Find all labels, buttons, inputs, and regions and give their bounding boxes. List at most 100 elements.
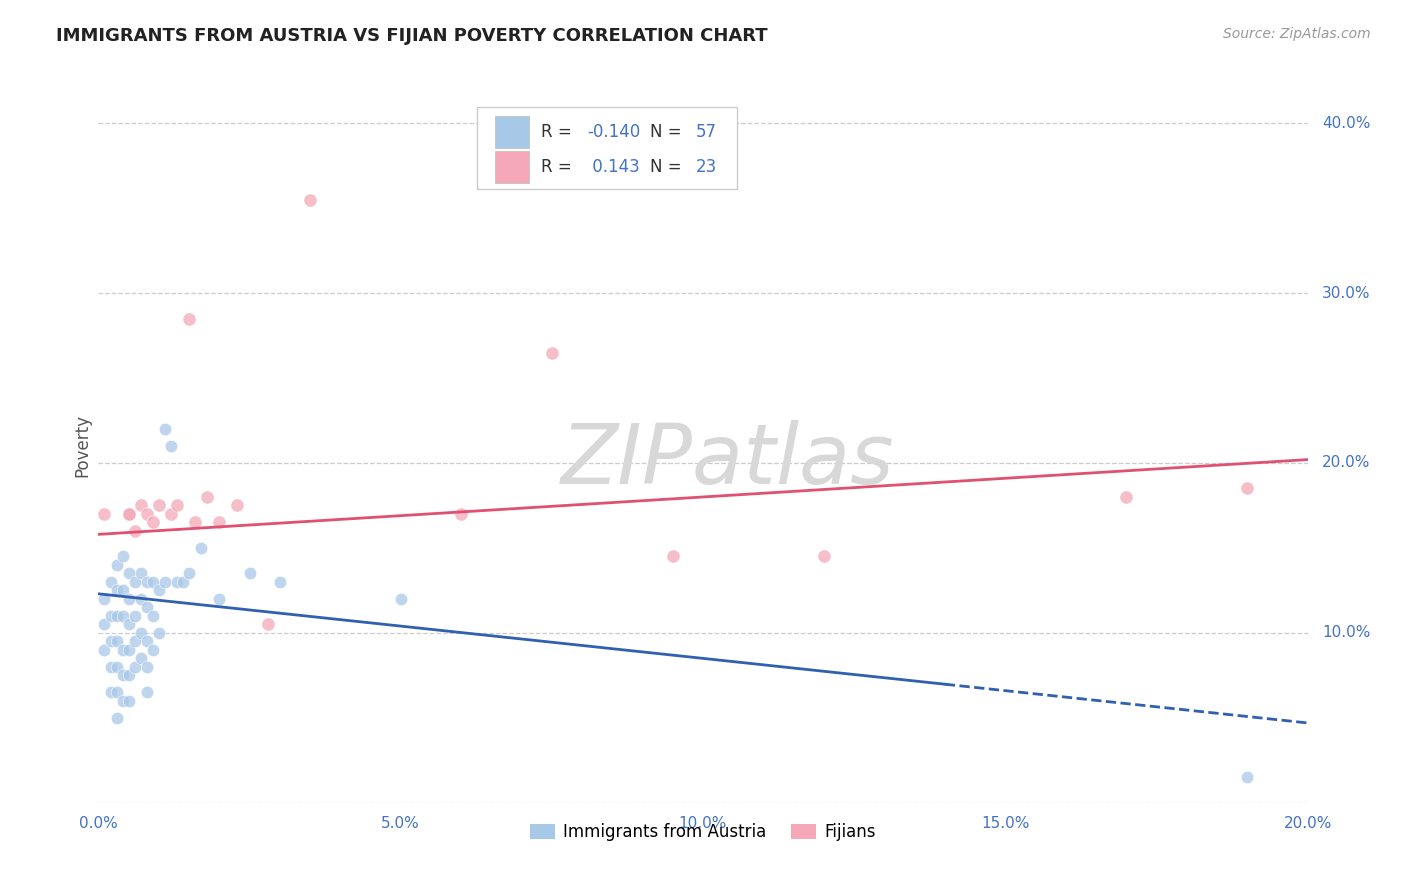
Point bbox=[148, 626, 170, 640]
Point bbox=[100, 574, 122, 589]
Point bbox=[1236, 482, 1258, 496]
Point bbox=[142, 608, 165, 623]
Point bbox=[124, 608, 146, 623]
Point bbox=[661, 549, 683, 564]
Point bbox=[166, 574, 188, 589]
Text: 15.0%: 15.0% bbox=[981, 815, 1029, 830]
Point bbox=[389, 591, 412, 606]
Point bbox=[153, 574, 176, 589]
Point bbox=[135, 507, 157, 521]
Point bbox=[100, 660, 122, 674]
Point bbox=[111, 643, 134, 657]
Point bbox=[124, 524, 146, 538]
Point bbox=[93, 591, 115, 606]
Point bbox=[142, 643, 165, 657]
Point bbox=[111, 583, 134, 598]
Point bbox=[540, 345, 562, 359]
Text: 20.0%: 20.0% bbox=[1284, 815, 1331, 830]
Point bbox=[105, 685, 128, 699]
Point bbox=[100, 634, 122, 648]
Text: Source: ZipAtlas.com: Source: ZipAtlas.com bbox=[1223, 27, 1371, 41]
Point bbox=[111, 549, 134, 564]
Point bbox=[256, 617, 278, 632]
Point bbox=[124, 634, 146, 648]
Point bbox=[135, 574, 157, 589]
Point bbox=[195, 490, 218, 504]
Point bbox=[208, 591, 231, 606]
Point bbox=[160, 439, 183, 453]
Text: 57: 57 bbox=[696, 122, 717, 141]
Text: IMMIGRANTS FROM AUSTRIA VS FIJIAN POVERTY CORRELATION CHART: IMMIGRANTS FROM AUSTRIA VS FIJIAN POVERT… bbox=[56, 27, 768, 45]
Point bbox=[1236, 770, 1258, 784]
Point bbox=[118, 591, 141, 606]
Point bbox=[299, 193, 322, 207]
Point bbox=[105, 608, 128, 623]
Text: R =: R = bbox=[541, 158, 576, 176]
Text: 0.0%: 0.0% bbox=[79, 815, 118, 830]
Text: N =: N = bbox=[650, 122, 686, 141]
Point bbox=[93, 643, 115, 657]
Point bbox=[135, 634, 157, 648]
Point bbox=[118, 643, 141, 657]
Point bbox=[111, 694, 134, 708]
Point bbox=[129, 566, 152, 581]
Point bbox=[226, 499, 249, 513]
Text: 10.0%: 10.0% bbox=[679, 815, 727, 830]
Text: 30.0%: 30.0% bbox=[1322, 285, 1371, 301]
Text: 5.0%: 5.0% bbox=[381, 815, 420, 830]
Point bbox=[105, 711, 128, 725]
Point bbox=[129, 626, 152, 640]
Point bbox=[135, 685, 157, 699]
Point bbox=[118, 668, 141, 682]
Point bbox=[100, 608, 122, 623]
Point bbox=[118, 507, 141, 521]
Y-axis label: Poverty: Poverty bbox=[73, 415, 91, 477]
Point bbox=[118, 694, 141, 708]
Point bbox=[813, 549, 835, 564]
Point bbox=[148, 499, 170, 513]
Point bbox=[239, 566, 262, 581]
Point bbox=[179, 566, 201, 581]
Text: 20.0%: 20.0% bbox=[1322, 456, 1371, 470]
Text: 10.0%: 10.0% bbox=[1322, 625, 1371, 640]
Text: -0.140: -0.140 bbox=[586, 122, 640, 141]
Point bbox=[93, 617, 115, 632]
Point bbox=[148, 583, 170, 598]
Point bbox=[105, 558, 128, 572]
Point bbox=[111, 608, 134, 623]
Point bbox=[124, 574, 146, 589]
Point bbox=[129, 591, 152, 606]
Text: 40.0%: 40.0% bbox=[1322, 116, 1371, 131]
Point bbox=[118, 566, 141, 581]
Point bbox=[129, 651, 152, 665]
Point bbox=[172, 574, 194, 589]
Point bbox=[166, 499, 188, 513]
Point bbox=[135, 660, 157, 674]
Point bbox=[142, 516, 165, 530]
Point bbox=[129, 499, 152, 513]
Point bbox=[100, 685, 122, 699]
Point bbox=[118, 507, 141, 521]
Point bbox=[142, 574, 165, 589]
Point bbox=[184, 516, 207, 530]
Point bbox=[105, 634, 128, 648]
Point bbox=[450, 507, 472, 521]
FancyBboxPatch shape bbox=[477, 107, 737, 189]
Point bbox=[124, 660, 146, 674]
Point bbox=[208, 516, 231, 530]
Point bbox=[105, 583, 128, 598]
Point bbox=[135, 600, 157, 615]
Point bbox=[105, 660, 128, 674]
Point bbox=[93, 507, 115, 521]
FancyBboxPatch shape bbox=[495, 151, 529, 183]
Text: 0.143: 0.143 bbox=[586, 158, 640, 176]
Point bbox=[269, 574, 291, 589]
Point bbox=[160, 507, 183, 521]
Point bbox=[153, 422, 176, 436]
Text: ZIPatlas: ZIPatlas bbox=[561, 420, 894, 500]
Point bbox=[190, 541, 212, 555]
FancyBboxPatch shape bbox=[495, 116, 529, 148]
Text: N =: N = bbox=[650, 158, 686, 176]
Point bbox=[111, 668, 134, 682]
Point bbox=[1115, 490, 1137, 504]
